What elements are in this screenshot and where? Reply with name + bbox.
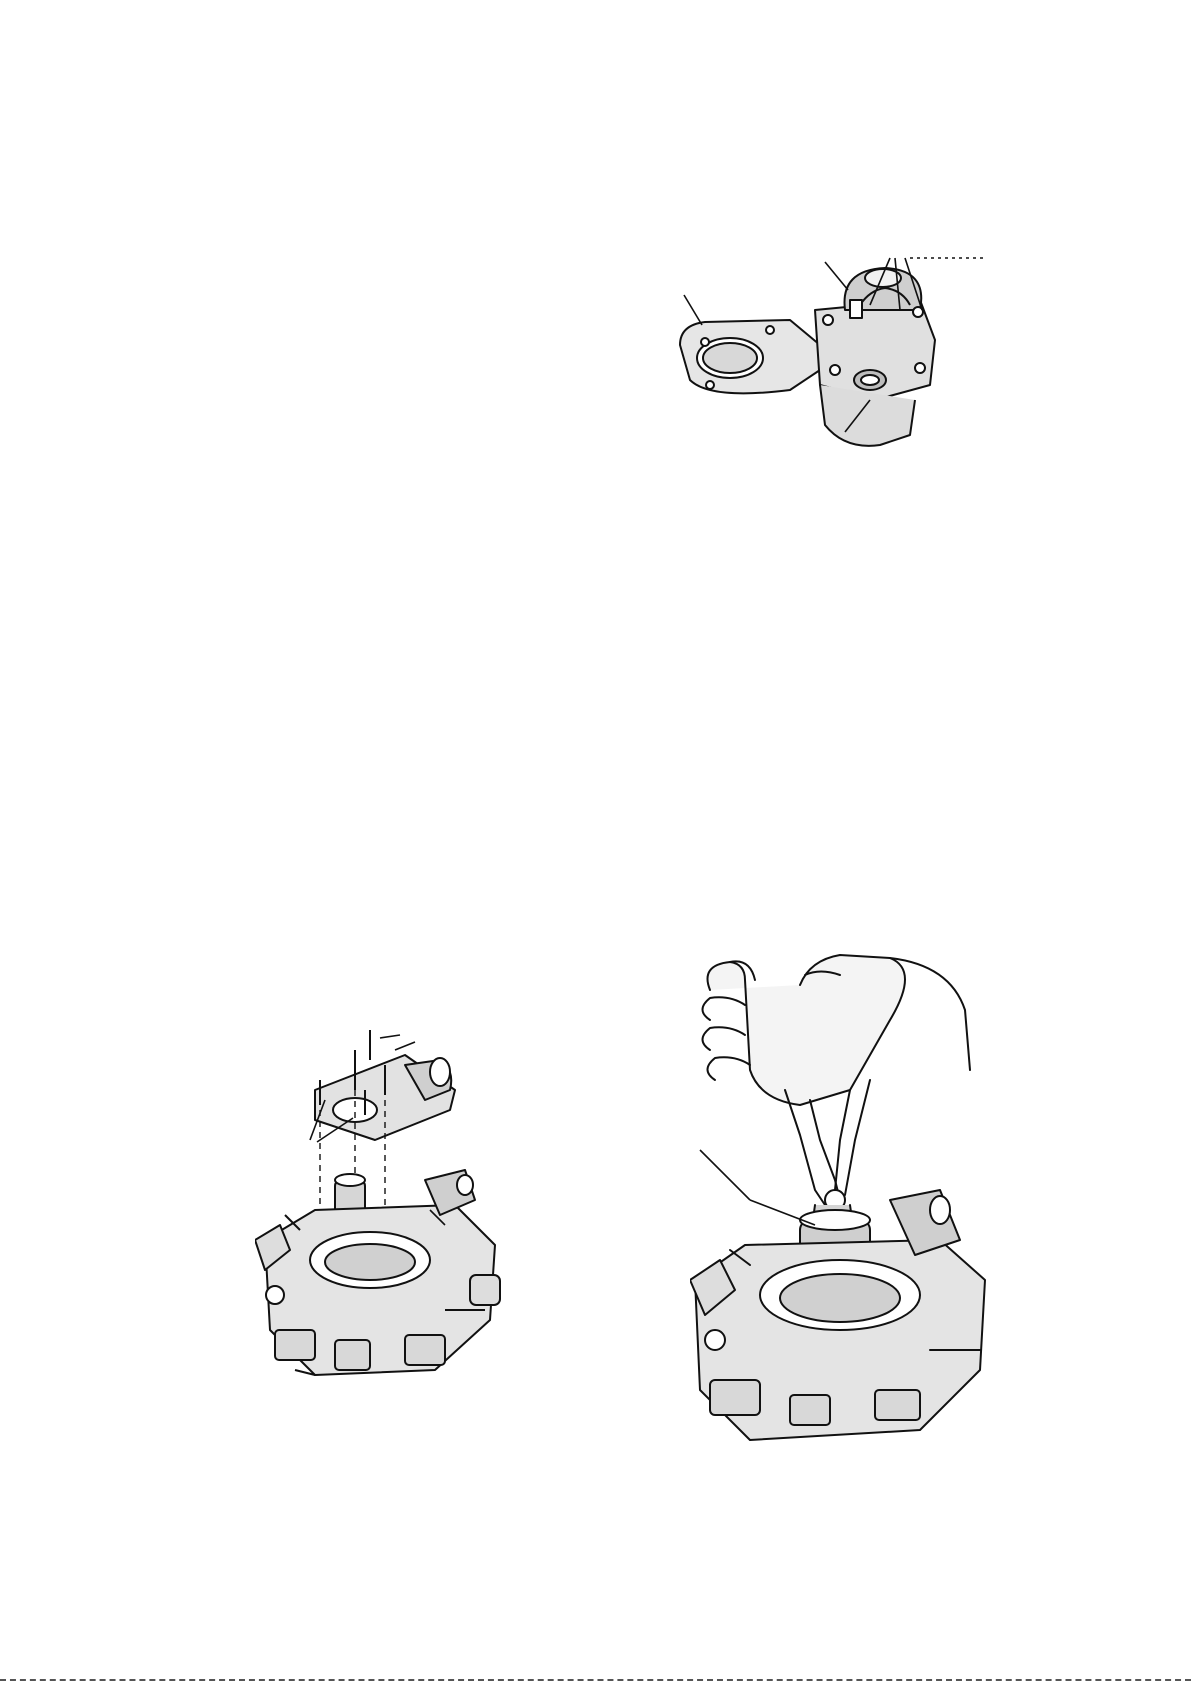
pliers-removal-figure (690, 950, 990, 1450)
hand-with-pliers-on-injector-illustration (690, 954, 986, 1441)
page-bottom-edge (0, 1679, 1191, 1681)
pressure-regulator-cover-illustration (679, 257, 985, 447)
regulator-cover-figure (670, 250, 990, 475)
throttle-body-exploded-illustration (255, 1030, 501, 1376)
throttle-body-cover-figure (255, 1030, 505, 1400)
